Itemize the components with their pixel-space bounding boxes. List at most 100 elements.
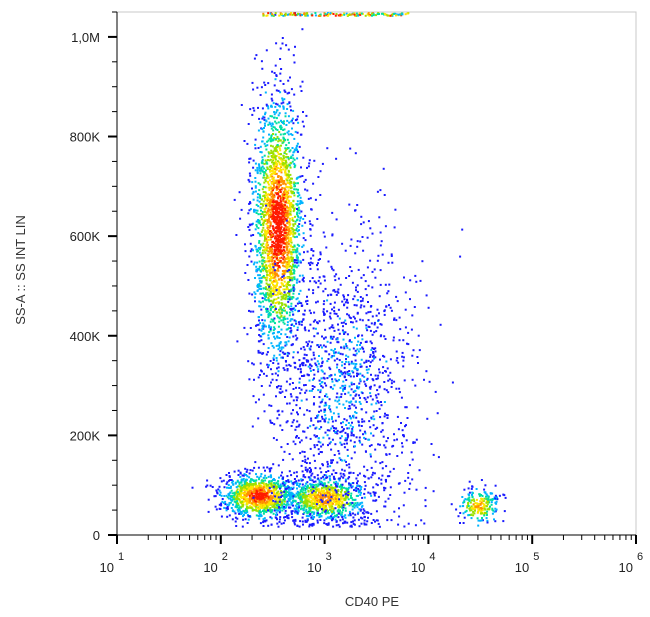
event-dot (258, 319, 260, 322)
event-dot (378, 295, 381, 298)
event-dot (292, 356, 295, 359)
event-dot (285, 144, 288, 147)
event-dot (279, 259, 282, 262)
event-dot (252, 222, 254, 225)
event-dot (307, 500, 310, 503)
event-dot (485, 517, 488, 520)
event-dot (255, 324, 257, 327)
event-dot (284, 333, 287, 336)
event-dot (329, 488, 332, 490)
event-dot (259, 269, 262, 272)
event-dot (248, 482, 251, 485)
event-dot (293, 245, 296, 248)
event-dot (302, 237, 305, 240)
event-dot (341, 329, 344, 332)
event-dot (279, 483, 282, 486)
event-dot (269, 482, 272, 485)
event-dot (268, 168, 271, 171)
event-dot (472, 510, 475, 513)
event-dot (258, 483, 261, 486)
event-dot (283, 494, 286, 497)
event-dot (272, 279, 275, 282)
event-dot (277, 228, 280, 231)
event-dot (282, 321, 285, 324)
event-dot (221, 500, 224, 503)
event-dot (258, 334, 261, 336)
event-dot (325, 502, 328, 505)
event-dot (264, 503, 267, 506)
event-dot (277, 253, 280, 256)
event-dot (494, 507, 497, 510)
event-dot (246, 511, 249, 514)
event-dot (254, 244, 257, 247)
event-dot (262, 512, 265, 515)
event-dot (357, 489, 360, 492)
event-dot (264, 124, 266, 127)
event-dot (275, 223, 278, 226)
event-dot (263, 509, 266, 512)
event-dot (265, 483, 268, 485)
event-dot (278, 342, 281, 345)
event-dot (261, 222, 264, 225)
event-dot (260, 494, 263, 497)
event-dot (294, 320, 297, 323)
event-dot (269, 329, 272, 332)
event-dot (292, 482, 295, 484)
event-dot (282, 295, 285, 298)
event-dot (300, 202, 303, 205)
event-dot (266, 484, 269, 487)
event-dot (274, 191, 277, 194)
event-dot (266, 246, 269, 249)
event-dot (228, 514, 231, 517)
event-dot (277, 186, 280, 189)
event-dot (286, 267, 289, 270)
event-dot (288, 277, 291, 280)
event-dot (245, 478, 248, 481)
event-dot (309, 483, 312, 486)
event-dot (256, 507, 259, 510)
event-dot (274, 264, 277, 267)
event-dot (293, 93, 296, 96)
event-dot (321, 487, 323, 490)
event-dot (305, 510, 308, 513)
event-dot (290, 511, 293, 514)
event-dot (279, 125, 282, 128)
event-dot (243, 473, 246, 476)
event-dot (276, 259, 279, 262)
event-dot (283, 128, 286, 131)
event-dot (258, 513, 261, 516)
event-dot (280, 226, 283, 229)
event-dot (296, 235, 298, 238)
event-dot (278, 511, 281, 514)
event-dot (273, 194, 276, 197)
event-dot (372, 354, 375, 357)
event-dot (286, 324, 289, 326)
event-dot (288, 219, 291, 222)
event-dot (307, 498, 310, 501)
event-dot (283, 303, 286, 306)
event-dot (481, 517, 483, 519)
event-dot (266, 492, 269, 495)
event-dot (240, 506, 242, 509)
event-dot (268, 265, 271, 268)
event-dot (255, 203, 258, 206)
event-dot (269, 170, 272, 173)
event-dot (228, 475, 231, 478)
event-dot (293, 288, 296, 291)
event-dot (410, 451, 413, 454)
event-dot (280, 298, 283, 301)
event-dot (298, 194, 301, 197)
event-dot (316, 519, 319, 522)
event-dot (349, 485, 352, 488)
event-dot (264, 469, 266, 472)
event-dot (331, 380, 334, 383)
event-dot (267, 257, 270, 260)
event-dot (264, 507, 267, 509)
event-dot (227, 486, 230, 489)
event-dot (241, 484, 244, 487)
event-dot (232, 498, 235, 501)
event-dot (360, 516, 362, 519)
event-dot (383, 388, 386, 391)
event-dot (281, 390, 284, 393)
event-dot (281, 304, 284, 307)
